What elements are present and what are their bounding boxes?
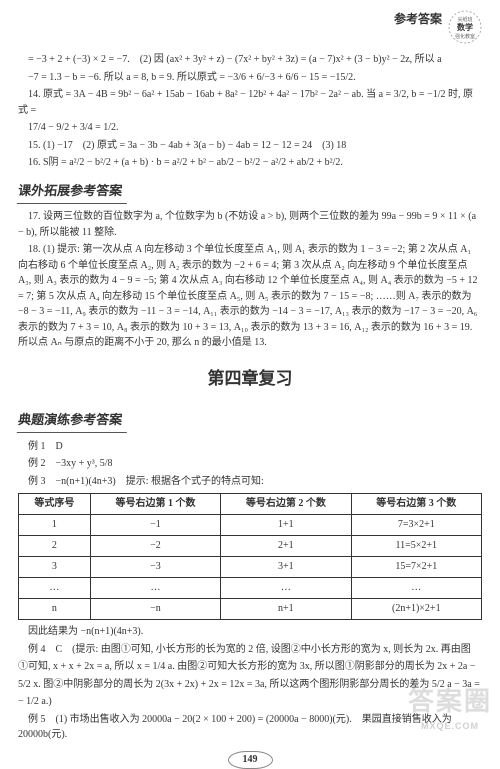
page-header-title: 参考答案	[18, 10, 482, 29]
table-row: …………	[19, 578, 482, 599]
q17: 17. 设两三位数的百位数字为 a, 个位数字为 b (不妨设 a > b), …	[18, 209, 482, 240]
table-row: 1−11+17=3×2+1	[19, 515, 482, 536]
page-number: 149	[18, 751, 482, 769]
section-examples: 典题演练参考答案	[17, 410, 129, 433]
example-2: 例 2 −3xy + y³, 5/8	[18, 456, 482, 472]
example-4-a: 例 4 C (提示: 由图①可知, 小长方形的长为宽的 2 倍, 设图②中小长方…	[18, 642, 482, 658]
example-3: 例 3 −n(n+1)(4n+3) 提示: 根据各个式子的特点可知:	[18, 474, 482, 490]
line-1: −7 = 1.3 − b = −6. 所以 a = 8, b = 9. 所以原式…	[18, 70, 482, 86]
line-3: 17/4 − 9/2 + 3/4 = 1/2.	[18, 120, 482, 136]
th-2: 等号右边第 2 个数	[221, 494, 351, 515]
th-1: 等号右边第 1 个数	[90, 494, 220, 515]
corner-badge: 尖纸班 数学 强化教室	[448, 10, 482, 44]
q18: 18. (1) 提示: 第一次从点 A 向左移动 3 个单位长度至点 A₁, 则…	[18, 242, 482, 351]
line-4: 15. (1) −17 (2) 原式 = 3a − 3b − 4ab + 3(a…	[18, 138, 482, 154]
example-4-b: ①可知, x + x + 2x = a, 所以 x = 1/4 a. 由图②可知…	[18, 659, 482, 675]
equation-table: 等式序号 等号右边第 1 个数 等号右边第 2 个数 等号右边第 3 个数 1−…	[18, 493, 482, 620]
table-row: 3−33+115=7×2+1	[19, 557, 482, 578]
line-2: 14. 原式 = 3A − 4B = 9b² − 6a² + 15ab − 16…	[18, 87, 482, 118]
watermark: 答案圈 MXQE.COM	[408, 681, 492, 733]
section-extension: 课外拓展参考答案	[17, 181, 129, 204]
table-row: n−nn+1(2n+1)×2+1	[19, 599, 482, 620]
line-0: = −3 + 2 + (−3) × 2 = −7. (2) 因 (ax² + 3…	[18, 52, 482, 68]
example-1: 例 1 D	[18, 439, 482, 455]
th-3: 等号右边第 3 个数	[351, 494, 481, 515]
after-table: 因此结果为 −n(n+1)(4n+3).	[18, 624, 482, 640]
svg-text:强化教室: 强化教室	[455, 33, 475, 40]
svg-text:数学: 数学	[457, 22, 473, 32]
table-row: 2−22+111=5×2+1	[19, 536, 482, 557]
th-0: 等式序号	[19, 494, 91, 515]
svg-text:尖纸班: 尖纸班	[457, 16, 472, 23]
line-5: 16. S阴 = a²/2 − b²/2 + (a + b) · b = a²/…	[18, 155, 482, 171]
chapter-title: 第四章复习	[18, 365, 482, 392]
